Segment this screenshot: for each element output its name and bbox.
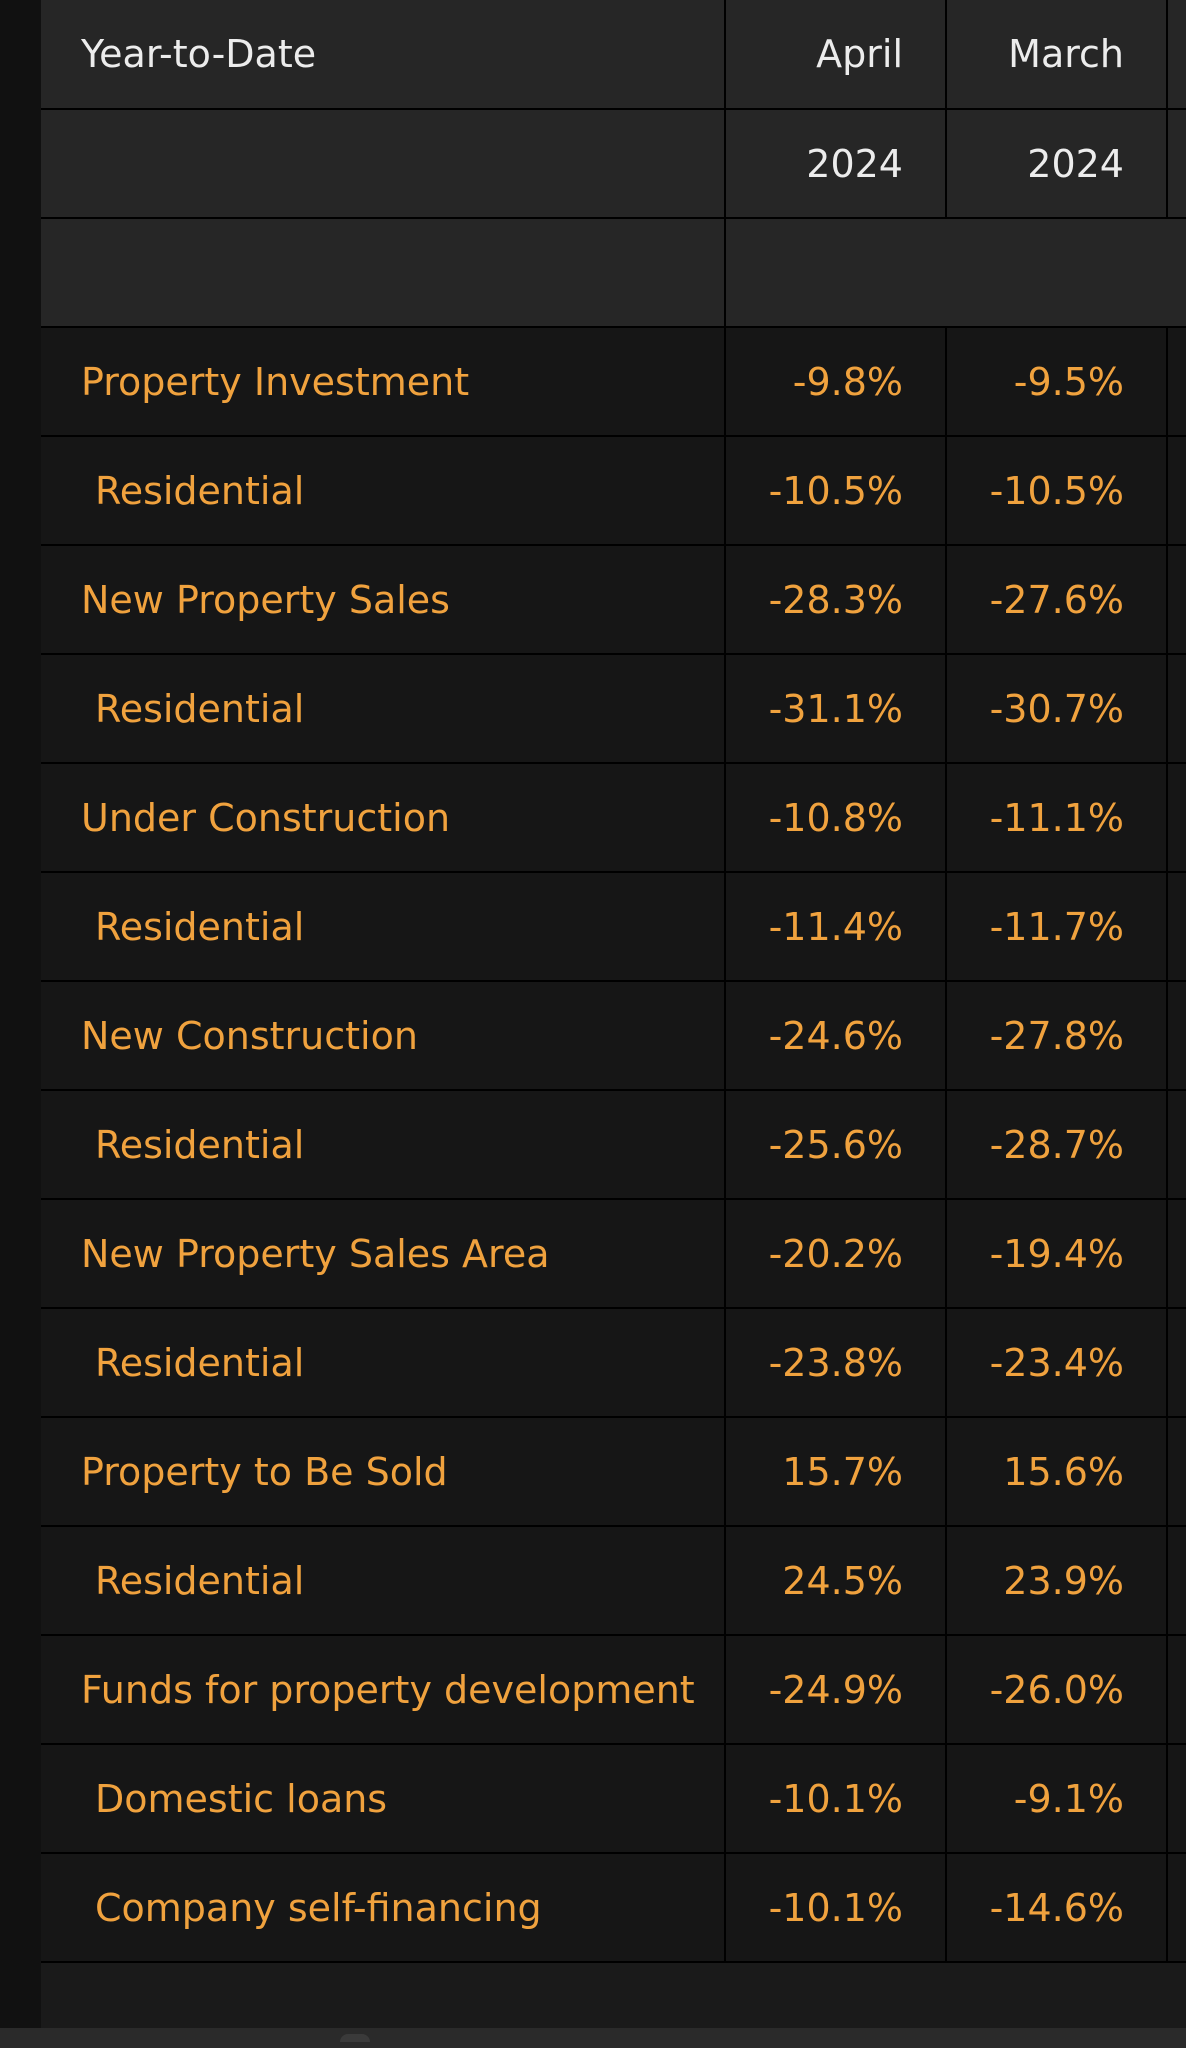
year-march: 2024: [946, 108, 1168, 219]
row-label: New Property Sales: [41, 544, 726, 655]
table-row: Residential -10.5% -10.5%: [41, 435, 1186, 546]
row-label: Residential: [41, 1307, 726, 1418]
row-next-column: [1167, 1852, 1186, 1963]
row-april-value: 24.5%: [725, 1525, 947, 1636]
row-march-value: -11.7%: [946, 871, 1168, 982]
row-march-value: -14.6%: [946, 1852, 1168, 1963]
row-label: Residential: [41, 1525, 726, 1636]
row-march-value: -9.5%: [946, 326, 1168, 437]
row-march-value: -26.0%: [946, 1634, 1168, 1745]
table-row: Residential 24.5% 23.9%: [41, 1525, 1186, 1636]
row-march-value: 23.9%: [946, 1525, 1168, 1636]
year-april: 2024: [725, 108, 947, 219]
header-april: April: [725, 0, 947, 110]
row-april-value: -28.3%: [725, 544, 947, 655]
row-label: Residential: [41, 1089, 726, 1200]
bottom-bar: [0, 2028, 1186, 2048]
row-march-value: -27.6%: [946, 544, 1168, 655]
row-next-column: [1167, 1525, 1186, 1636]
row-label: Under Construction: [41, 762, 726, 873]
year-row-label: [41, 108, 726, 219]
row-label: Property to Be Sold: [41, 1416, 726, 1527]
header-label: Year-to-Date: [41, 0, 726, 110]
year-next-column: [1167, 108, 1186, 219]
left-edge-strip: [0, 0, 41, 2030]
table-row: Residential -31.1% -30.7%: [41, 653, 1186, 764]
table-row: New Property Sales Area -20.2% -19.4%: [41, 1198, 1186, 1309]
row-april-value: -25.6%: [725, 1089, 947, 1200]
row-label: New Construction: [41, 980, 726, 1091]
row-next-column: [1167, 1634, 1186, 1745]
table-row: Under Construction -10.8% -11.1%: [41, 762, 1186, 873]
row-label: Funds for property development: [41, 1634, 726, 1745]
table-row: Residential -23.8% -23.4%: [41, 1307, 1186, 1418]
bottom-handle: [340, 2034, 370, 2042]
row-next-column: [1167, 1416, 1186, 1527]
table-row: Domestic loans -10.1% -9.1%: [41, 1743, 1186, 1854]
row-april-value: -10.1%: [725, 1743, 947, 1854]
row-label: Residential: [41, 653, 726, 764]
row-march-value: -9.1%: [946, 1743, 1168, 1854]
row-april-value: -20.2%: [725, 1198, 947, 1309]
row-april-value: -31.1%: [725, 653, 947, 764]
row-april-value: -10.5%: [725, 435, 947, 546]
row-march-value: -30.7%: [946, 653, 1168, 764]
row-next-column: [1167, 435, 1186, 546]
row-next-column: [1167, 544, 1186, 655]
row-march-value: -27.8%: [946, 980, 1168, 1091]
row-label: Property Investment: [41, 326, 726, 437]
row-april-value: -23.8%: [725, 1307, 947, 1418]
table-row: Company self-financing -10.1% -14.6%: [41, 1852, 1186, 1963]
table-row: Residential -11.4% -11.7%: [41, 871, 1186, 982]
table-row: Funds for property development -24.9% -2…: [41, 1634, 1186, 1745]
table-row: Residential -25.6% -28.7%: [41, 1089, 1186, 1200]
spacer-values: [725, 217, 1186, 328]
row-april-value: 15.7%: [725, 1416, 947, 1527]
year-row: 2024 2024: [41, 108, 1186, 219]
row-label: Company self-financing: [41, 1852, 726, 1963]
header-next-column: [1167, 0, 1186, 110]
row-march-value: 15.6%: [946, 1416, 1168, 1527]
row-next-column: [1167, 653, 1186, 764]
row-march-value: -11.1%: [946, 762, 1168, 873]
row-label: Residential: [41, 435, 726, 546]
row-label: Domestic loans: [41, 1743, 726, 1854]
row-march-value: -28.7%: [946, 1089, 1168, 1200]
spacer-label: [41, 217, 726, 328]
row-next-column: [1167, 871, 1186, 982]
row-next-column: [1167, 326, 1186, 437]
row-label: New Property Sales Area: [41, 1198, 726, 1309]
row-next-column: [1167, 762, 1186, 873]
row-next-column: [1167, 980, 1186, 1091]
row-march-value: -10.5%: [946, 435, 1168, 546]
header-row: Year-to-Date April March: [41, 0, 1186, 110]
table-row: Property Investment -9.8% -9.5%: [41, 326, 1186, 437]
row-april-value: -9.8%: [725, 326, 947, 437]
row-march-value: -23.4%: [946, 1307, 1168, 1418]
spacer-row: [41, 217, 1186, 328]
row-march-value: -19.4%: [946, 1198, 1168, 1309]
row-april-value: -24.9%: [725, 1634, 947, 1745]
row-april-value: -10.8%: [725, 762, 947, 873]
row-next-column: [1167, 1743, 1186, 1854]
row-april-value: -10.1%: [725, 1852, 947, 1963]
table-row: New Construction -24.6% -27.8%: [41, 980, 1186, 1091]
row-april-value: -11.4%: [725, 871, 947, 982]
header-march: March: [946, 0, 1168, 110]
row-april-value: -24.6%: [725, 980, 947, 1091]
table-row: Property to Be Sold 15.7% 15.6%: [41, 1416, 1186, 1527]
row-next-column: [1167, 1198, 1186, 1309]
table-row: New Property Sales -28.3% -27.6%: [41, 544, 1186, 655]
row-next-column: [1167, 1089, 1186, 1200]
year-to-date-table: Year-to-Date April March 2024 2024 Prope…: [41, 0, 1186, 1963]
row-next-column: [1167, 1307, 1186, 1418]
row-label: Residential: [41, 871, 726, 982]
